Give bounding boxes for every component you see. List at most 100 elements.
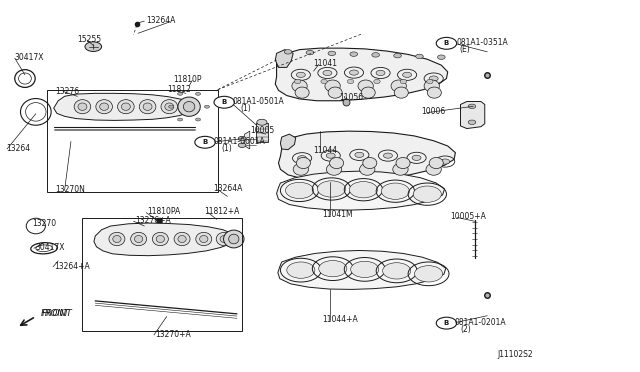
Ellipse shape (161, 100, 177, 114)
Polygon shape (278, 131, 456, 181)
Text: FRONT: FRONT (42, 310, 72, 318)
Bar (256, 123, 268, 142)
Ellipse shape (183, 102, 195, 112)
Circle shape (441, 159, 450, 164)
Circle shape (415, 266, 443, 282)
Text: 10006: 10006 (421, 108, 445, 116)
Circle shape (238, 143, 246, 147)
Text: 15255: 15255 (77, 35, 102, 44)
Circle shape (343, 100, 348, 103)
Ellipse shape (140, 100, 156, 114)
Text: 081A1-0501A: 081A1-0501A (232, 97, 284, 106)
Circle shape (403, 72, 412, 77)
Text: 13276: 13276 (56, 87, 80, 96)
Text: 11812: 11812 (167, 85, 191, 94)
Polygon shape (244, 131, 250, 149)
Text: 13264A: 13264A (212, 185, 242, 193)
Text: 11041: 11041 (314, 59, 338, 68)
Ellipse shape (363, 157, 377, 169)
Polygon shape (280, 134, 296, 150)
Ellipse shape (200, 235, 208, 243)
Ellipse shape (374, 79, 380, 84)
Ellipse shape (328, 87, 342, 98)
Circle shape (372, 53, 380, 57)
Circle shape (468, 120, 476, 125)
Text: 10005: 10005 (250, 126, 274, 135)
Circle shape (351, 261, 379, 278)
Text: 13264A: 13264A (147, 16, 175, 25)
Ellipse shape (143, 103, 152, 110)
Text: 13270+A: 13270+A (156, 330, 191, 339)
Ellipse shape (165, 103, 173, 110)
Circle shape (169, 105, 173, 108)
Text: 081A1-0601A: 081A1-0601A (213, 137, 265, 146)
Text: FRONT: FRONT (41, 310, 70, 318)
Ellipse shape (156, 235, 164, 243)
Polygon shape (278, 250, 446, 289)
Circle shape (349, 182, 378, 198)
Circle shape (214, 96, 234, 108)
Ellipse shape (118, 100, 134, 114)
Ellipse shape (330, 157, 344, 169)
Ellipse shape (223, 230, 244, 248)
Circle shape (328, 51, 336, 55)
Circle shape (287, 262, 315, 278)
Text: J11102S2: J11102S2 (497, 350, 533, 359)
Circle shape (355, 152, 364, 157)
Ellipse shape (426, 163, 442, 175)
Text: (2): (2) (461, 325, 471, 334)
Ellipse shape (113, 235, 121, 243)
Ellipse shape (100, 103, 109, 110)
Circle shape (381, 183, 410, 199)
Text: 081A1-0351A: 081A1-0351A (457, 38, 508, 47)
Circle shape (429, 76, 438, 81)
Ellipse shape (78, 103, 87, 110)
Ellipse shape (178, 235, 186, 243)
Text: 10005+A: 10005+A (451, 212, 486, 221)
Text: 13270: 13270 (33, 219, 57, 228)
Ellipse shape (293, 163, 308, 175)
Ellipse shape (196, 232, 212, 246)
Ellipse shape (152, 232, 168, 246)
Circle shape (257, 119, 267, 125)
Circle shape (284, 49, 292, 54)
Circle shape (436, 37, 457, 49)
Ellipse shape (296, 157, 310, 169)
Ellipse shape (216, 232, 232, 246)
Ellipse shape (358, 80, 373, 92)
Text: 13264: 13264 (6, 144, 30, 153)
Ellipse shape (109, 232, 125, 246)
Text: 30417X: 30417X (15, 52, 44, 61)
Text: 081A1-0201A: 081A1-0201A (455, 318, 506, 327)
Text: 13270N: 13270N (56, 185, 86, 194)
Polygon shape (94, 223, 234, 256)
Ellipse shape (96, 100, 113, 114)
Ellipse shape (393, 163, 408, 175)
Circle shape (349, 70, 358, 75)
Polygon shape (54, 93, 193, 121)
Text: 11810PA: 11810PA (148, 208, 181, 217)
Ellipse shape (361, 87, 375, 98)
Ellipse shape (321, 79, 327, 84)
Ellipse shape (178, 97, 200, 116)
Bar (47, 90, 218, 192)
Ellipse shape (428, 87, 442, 98)
Circle shape (350, 52, 358, 56)
Ellipse shape (220, 235, 228, 243)
Text: B: B (444, 40, 449, 46)
Polygon shape (275, 49, 293, 67)
Circle shape (413, 186, 442, 202)
Circle shape (468, 104, 476, 109)
Ellipse shape (396, 157, 410, 169)
Text: 11812+A: 11812+A (204, 208, 239, 217)
Ellipse shape (394, 87, 408, 98)
Circle shape (383, 153, 392, 158)
Ellipse shape (326, 163, 342, 175)
Circle shape (285, 182, 314, 199)
Bar (83, 218, 242, 331)
Text: 30417X: 30417X (35, 243, 65, 252)
Circle shape (298, 155, 307, 161)
Polygon shape (461, 102, 484, 129)
Ellipse shape (134, 235, 143, 243)
Text: B: B (221, 99, 227, 105)
